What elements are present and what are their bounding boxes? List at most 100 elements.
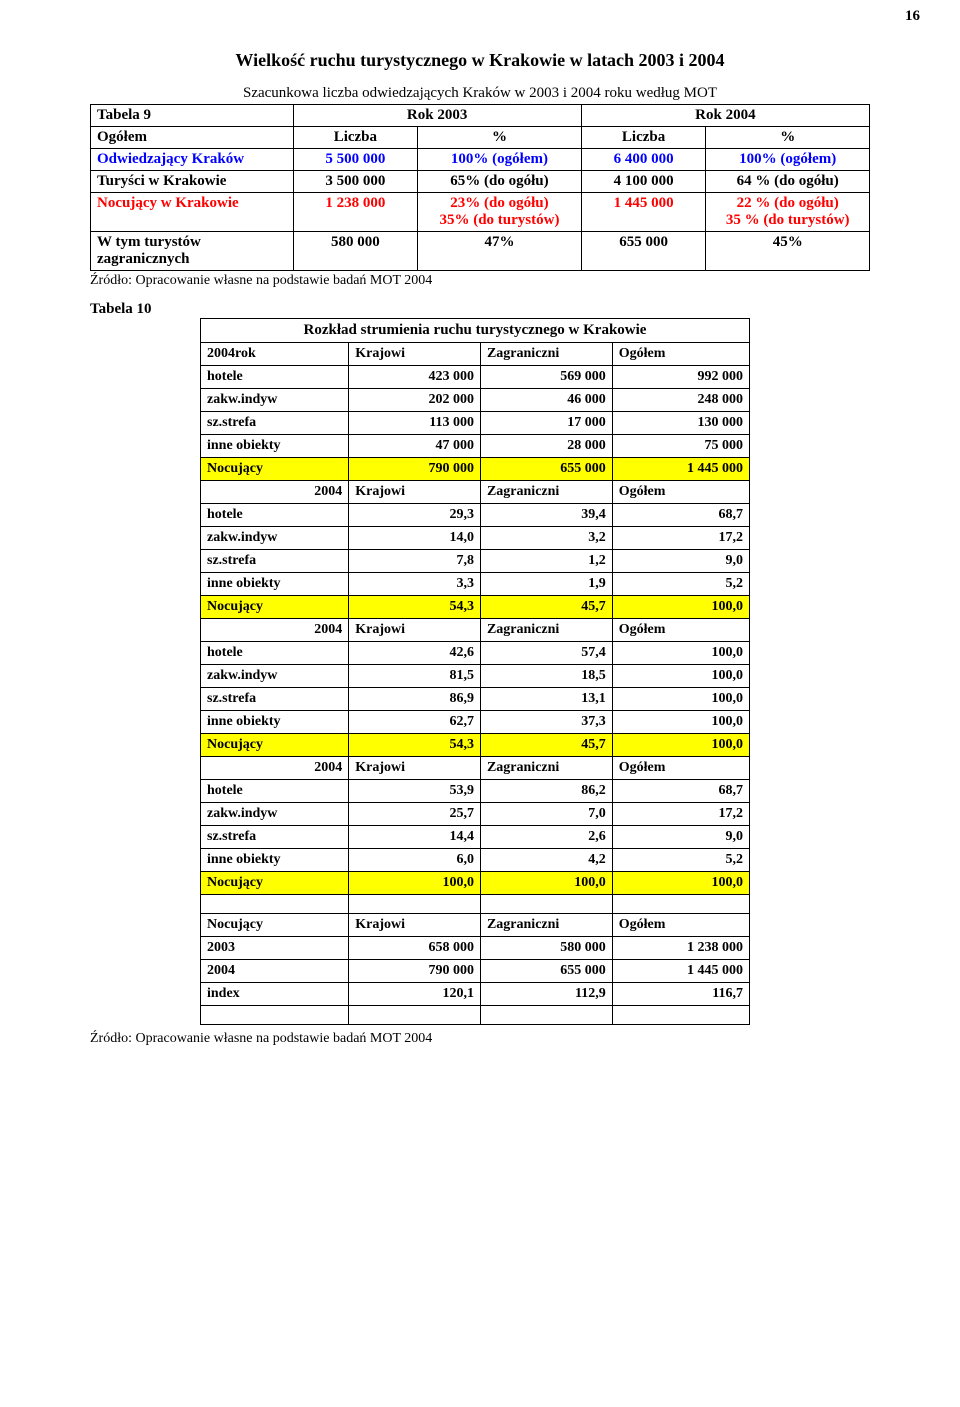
subtitle: Szacunkowa liczba odwiedzających Kraków … xyxy=(90,85,870,102)
cell: 5 500 000 xyxy=(293,149,418,171)
cell: 3,2 xyxy=(480,527,612,550)
cell: 42,6 xyxy=(349,642,481,665)
cell: 23% (do ogółu) 35% (do turystów) xyxy=(418,193,582,232)
cell: 28 000 xyxy=(480,435,612,458)
cell: 45,7 xyxy=(480,734,612,757)
col-year2: Rok 2004 xyxy=(581,105,869,127)
table-row: zakw.indyw14,03,217,2 xyxy=(201,527,750,550)
table-row: Nocujący100,0100,0100,0 xyxy=(201,872,750,895)
cell: Nocujący w Krakowie xyxy=(91,193,294,232)
hdr-ogolem: Ogółem xyxy=(91,127,294,149)
cell: 580 000 xyxy=(293,232,418,271)
table-row: Nocujący54,345,7100,0 xyxy=(201,734,750,757)
cell: W tym turystów zagranicznych xyxy=(91,232,294,271)
cell: sz.strefa xyxy=(201,550,349,573)
cell: Turyści w Krakowie xyxy=(91,171,294,193)
table-row: sz.strefa7,81,29,0 xyxy=(201,550,750,573)
cell: 4 100 000 xyxy=(581,171,706,193)
table-row: sz.strefa86,913,1100,0 xyxy=(201,688,750,711)
table-row: Nocujący54,345,7100,0 xyxy=(201,596,750,619)
table-row: Turyści w Krakowie 3 500 000 65% (do ogó… xyxy=(91,171,870,193)
cell: 29,3 xyxy=(349,504,481,527)
cell: 202 000 xyxy=(349,389,481,412)
table-row: sz.strefa14,42,69,0 xyxy=(201,826,750,849)
cell: 68,7 xyxy=(612,780,749,803)
cell: zakw.indyw xyxy=(201,527,349,550)
cell: 1 445 000 xyxy=(581,193,706,232)
cell: 100,0 xyxy=(612,734,749,757)
cell: inne obiekty xyxy=(201,573,349,596)
cell: zakw.indyw xyxy=(201,803,349,826)
table-row: 2004790 000655 0001 445 000 xyxy=(201,960,750,983)
cell: 54,3 xyxy=(349,596,481,619)
table-row: hotele53,986,268,7 xyxy=(201,780,750,803)
cell: 81,5 xyxy=(349,665,481,688)
cell: 86,2 xyxy=(480,780,612,803)
table-row: index120,1112,9116,7 xyxy=(201,983,750,1006)
cell: 1 445 000 xyxy=(612,960,749,983)
page-number: 16 xyxy=(905,8,920,25)
table-row: 2004 Krajowi Zagraniczni Ogółem xyxy=(201,481,750,504)
cell: 2004 xyxy=(201,619,349,642)
cell: 2,6 xyxy=(480,826,612,849)
cell: Ogółem xyxy=(612,619,749,642)
cell: Nocujący xyxy=(201,596,349,619)
table-row: Ogółem Liczba % Liczba % xyxy=(91,127,870,149)
cell: 39,4 xyxy=(480,504,612,527)
cell: 14,0 xyxy=(349,527,481,550)
spacer-row xyxy=(201,895,750,914)
cell: 6,0 xyxy=(349,849,481,872)
cell: Krajowi xyxy=(349,619,481,642)
cell: Ogółem xyxy=(612,481,749,504)
cell: Odwiedzający Kraków xyxy=(91,149,294,171)
cell: index xyxy=(201,983,349,1006)
cell: 46 000 xyxy=(480,389,612,412)
table-row: 2004 Krajowi Zagraniczni Ogółem xyxy=(201,757,750,780)
cell: 116,7 xyxy=(612,983,749,1006)
table-row: 2004rok Krajowi Zagraniczni Ogółem xyxy=(201,343,750,366)
cell: 47 000 xyxy=(349,435,481,458)
cell: 100% (ogółem) xyxy=(418,149,582,171)
cell: 54,3 xyxy=(349,734,481,757)
cell: Nocujący xyxy=(201,914,349,937)
cell: 100,0 xyxy=(612,711,749,734)
cell: 100,0 xyxy=(612,642,749,665)
cell: Zagraniczni xyxy=(480,343,612,366)
table-row: inne obiekty6,04,25,2 xyxy=(201,849,750,872)
table-row: hotele42,657,4100,0 xyxy=(201,642,750,665)
cell: 45,7 xyxy=(480,596,612,619)
cell: Zagraniczni xyxy=(480,619,612,642)
table-row: Nocujący Krajowi Zagraniczni Ogółem xyxy=(201,914,750,937)
cell: 100,0 xyxy=(612,665,749,688)
cell: 18,5 xyxy=(480,665,612,688)
cell: sz.strefa xyxy=(201,412,349,435)
table-row: 2003658 000580 0001 238 000 xyxy=(201,937,750,960)
hdr-pct1: % xyxy=(418,127,582,149)
cell: Nocujący xyxy=(201,458,349,481)
cell: 17,2 xyxy=(612,527,749,550)
cell: Krajowi xyxy=(349,914,481,937)
cell: 113 000 xyxy=(349,412,481,435)
cell: hotele xyxy=(201,780,349,803)
table10-title: Rozkład strumienia ruchu turystycznego w… xyxy=(201,319,750,343)
cell: 53,9 xyxy=(349,780,481,803)
table-row: inne obiekty47 00028 00075 000 xyxy=(201,435,750,458)
cell: 6 400 000 xyxy=(581,149,706,171)
cell: Ogółem xyxy=(612,914,749,937)
cell: 655 000 xyxy=(480,960,612,983)
cell: 112,9 xyxy=(480,983,612,1006)
cell: 7,0 xyxy=(480,803,612,826)
cell: 86,9 xyxy=(349,688,481,711)
hdr-liczba1: Liczba xyxy=(293,127,418,149)
cell: inne obiekty xyxy=(201,849,349,872)
cell: Krajowi xyxy=(349,481,481,504)
cell: 14,4 xyxy=(349,826,481,849)
cell: hotele xyxy=(201,366,349,389)
table-10: Rozkład strumienia ruchu turystycznego w… xyxy=(200,318,750,1025)
cell: Ogółem xyxy=(612,343,749,366)
table-row: zakw.indyw202 00046 000248 000 xyxy=(201,389,750,412)
table-row: inne obiekty3,31,95,2 xyxy=(201,573,750,596)
cell: 248 000 xyxy=(612,389,749,412)
cell: Zagraniczni xyxy=(480,757,612,780)
table-9: Tabela 9 Rok 2003 Rok 2004 Ogółem Liczba… xyxy=(90,104,870,271)
